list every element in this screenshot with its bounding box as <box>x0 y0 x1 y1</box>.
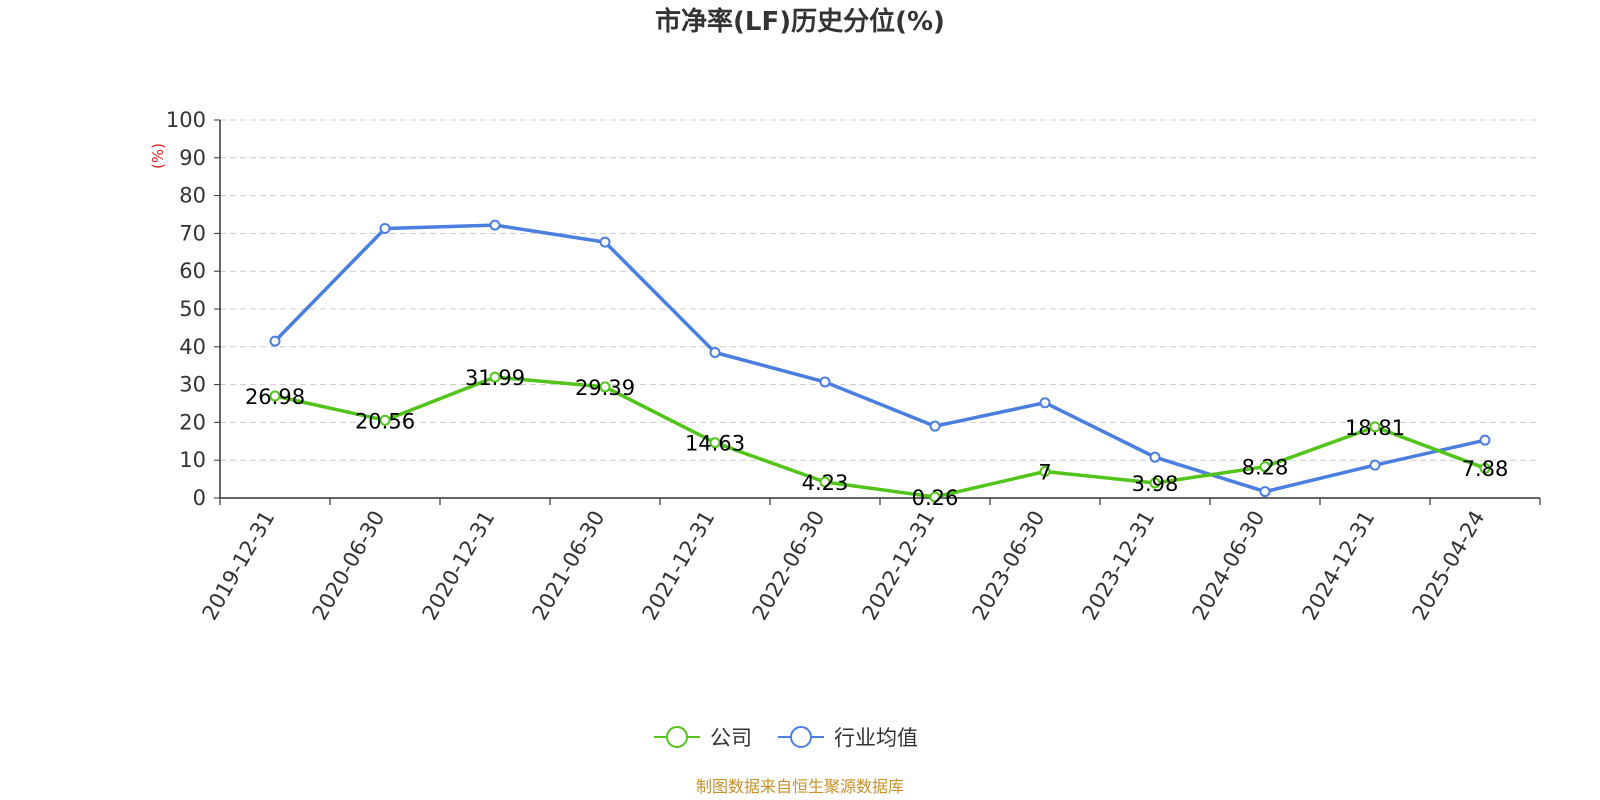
y-axis-unit: (%) <box>149 143 167 169</box>
series-line <box>274 375 1486 499</box>
x-tick-label: 2022-12-31 <box>858 507 940 625</box>
data-point <box>379 414 391 426</box>
legend-item[interactable]: 公司 <box>654 726 752 750</box>
grid-lines <box>220 119 1540 461</box>
data-label: 7.88 <box>1462 457 1509 481</box>
data-label: 20.56 <box>355 409 415 433</box>
y-tick-label: 20 <box>179 410 206 434</box>
data-point <box>599 236 611 248</box>
legend[interactable]: 公司 行业均值 <box>654 726 918 750</box>
data-point <box>1259 461 1271 473</box>
data-label: 31.99 <box>465 366 525 390</box>
data-point <box>489 371 501 383</box>
x-tick-label: 2022-06-30 <box>748 507 830 625</box>
data-point <box>489 219 501 231</box>
y-tick-label: 90 <box>179 146 206 170</box>
x-tick-label: 2023-06-30 <box>968 507 1050 625</box>
data-label: 26.98 <box>245 385 305 409</box>
data-point <box>1479 434 1491 446</box>
x-tick-label: 2021-12-31 <box>638 507 720 625</box>
data-point <box>269 335 281 347</box>
data-label: 14.63 <box>685 432 745 456</box>
axes: 0 10 20 30 40 50 60 70 80 90 100 2019-12-31 2020-06-… <box>166 108 1541 625</box>
x-tick-label: 2020-12-31 <box>418 507 500 625</box>
y-tick-label: 50 <box>179 297 206 321</box>
data-point <box>1479 462 1491 474</box>
legend-label: 行业均值 <box>834 726 918 750</box>
data-point <box>1039 397 1051 409</box>
legend-marker <box>666 726 688 748</box>
source-text: 制图数据来自恒生聚源数据库 <box>696 777 904 796</box>
data-point <box>929 491 941 503</box>
data-point <box>819 476 831 488</box>
chart-title: 市净率(LF)历史分位(%) <box>655 6 945 37</box>
data-point <box>1039 466 1051 478</box>
data-point <box>1149 451 1161 463</box>
data-point <box>929 420 941 432</box>
x-tick-label: 2019-12-31 <box>198 507 280 625</box>
data-point <box>1259 486 1271 498</box>
data-label: 0.26 <box>912 486 959 510</box>
legend-label: 公司 <box>710 726 752 750</box>
series-line <box>273 223 1486 494</box>
x-tick-label: 2025-04-24 <box>1408 507 1490 625</box>
y-tick-label: 10 <box>179 448 206 472</box>
x-tick-label: 2024-06-30 <box>1188 507 1270 625</box>
y-tick-label: 70 <box>179 221 206 245</box>
data-label: 29.39 <box>575 376 635 400</box>
data-labels: 26.98 20.56 31.99 29.39 14.63 4.23 0.26 7 3.98 8.… <box>245 366 1508 510</box>
y-tick-label: 80 <box>179 184 206 208</box>
data-label: 3.98 <box>1132 472 1179 496</box>
x-tick-label: 2024-12-31 <box>1298 507 1380 625</box>
data-point <box>269 390 281 402</box>
y-tick-label: 0 <box>193 486 206 510</box>
series-group <box>269 219 1491 503</box>
x-tick-label: 2023-12-31 <box>1078 507 1160 625</box>
data-label: 8.28 <box>1242 456 1289 480</box>
x-tick-label: 2021-06-30 <box>528 507 610 625</box>
x-tick-label: 2020-06-30 <box>308 507 390 625</box>
legend-marker <box>790 726 812 748</box>
legend-item[interactable]: 行业均值 <box>778 726 918 750</box>
y-tick-label: 30 <box>179 373 206 397</box>
data-point <box>379 222 391 234</box>
y-tick-label: 60 <box>179 259 206 283</box>
data-point <box>1149 477 1161 489</box>
data-point <box>819 376 831 388</box>
data-point <box>1369 421 1381 433</box>
data-point <box>599 381 611 393</box>
data-label: 4.23 <box>802 471 849 495</box>
data-label: 7 <box>1038 461 1051 485</box>
data-point <box>709 437 721 449</box>
y-tick-label: 40 <box>179 335 206 359</box>
y-tick-label: 100 <box>166 108 206 132</box>
data-point <box>1369 459 1381 471</box>
data-point <box>709 346 721 358</box>
data-label: 18.81 <box>1345 416 1405 440</box>
